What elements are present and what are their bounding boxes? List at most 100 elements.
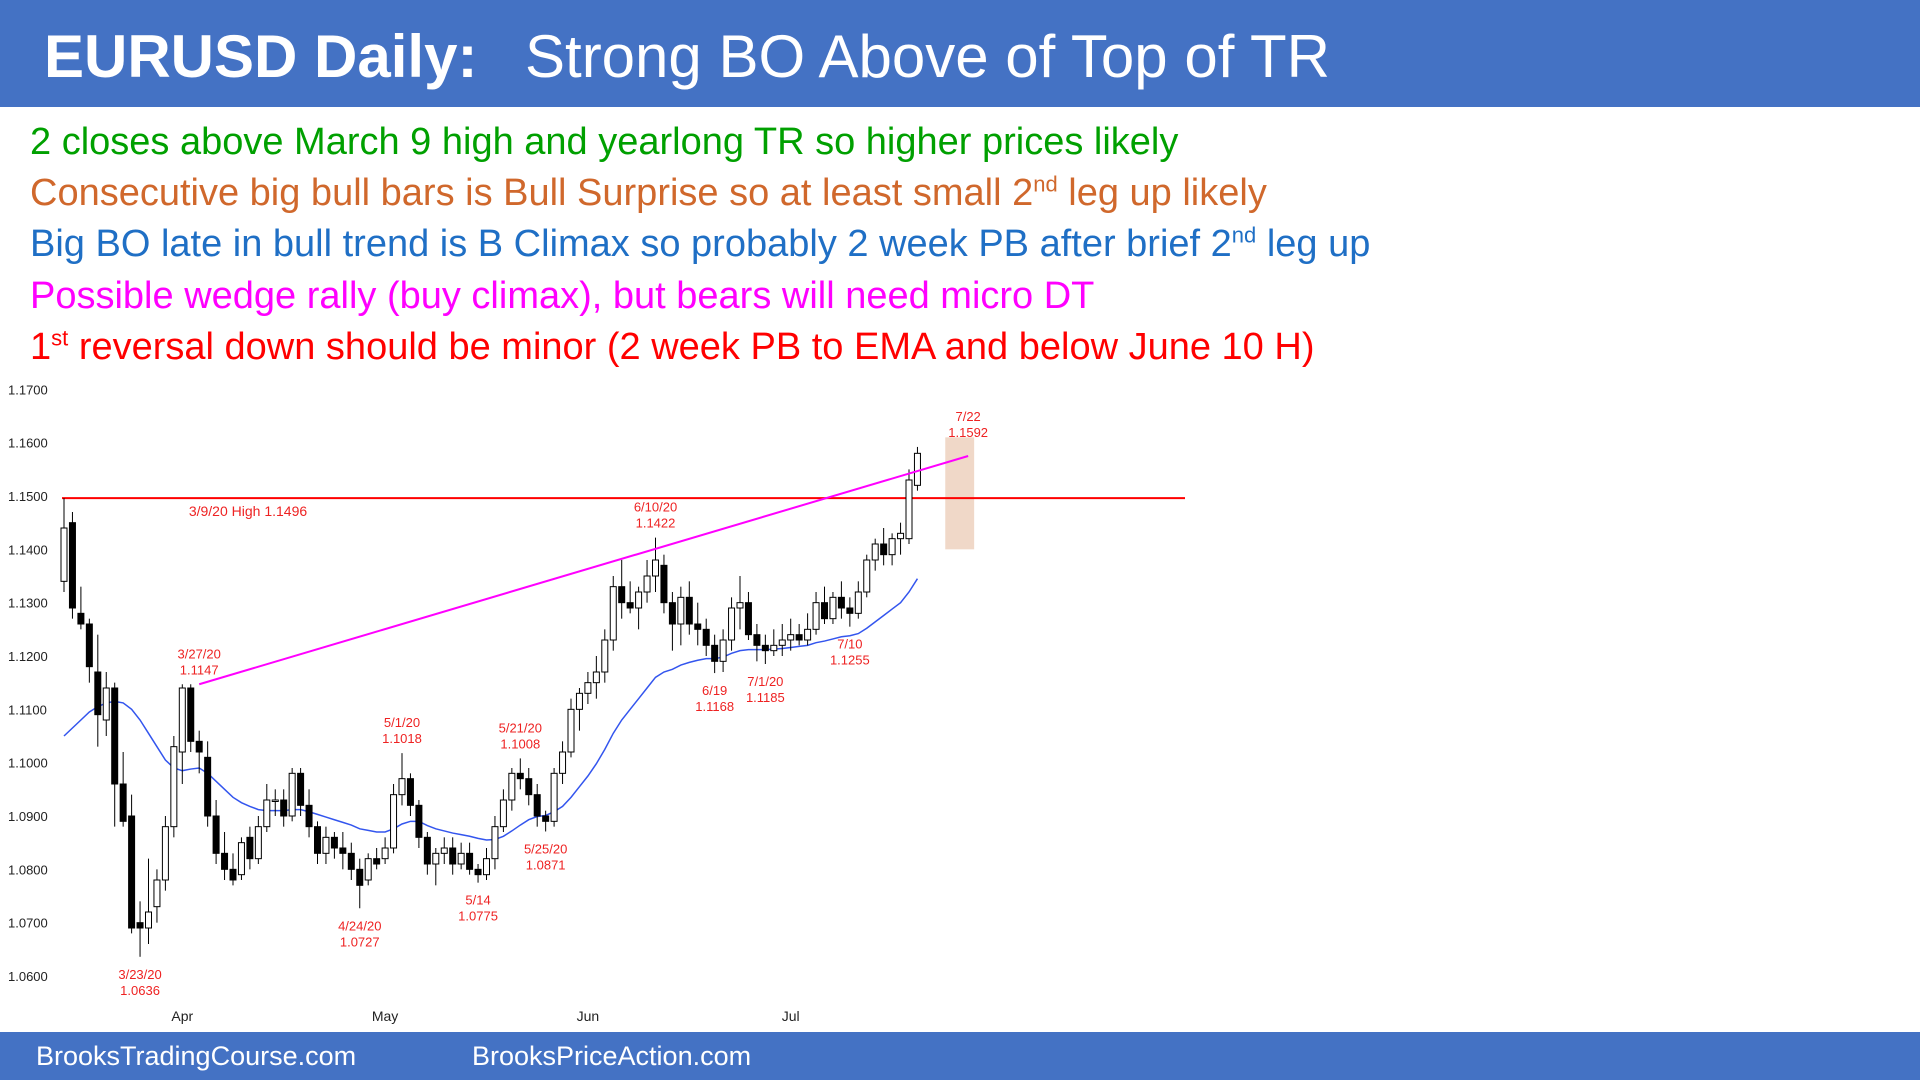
bear-candle [694, 623, 702, 630]
y-tick-label: 1.1400 [8, 542, 48, 557]
bull-candle [601, 639, 609, 673]
footer-site-link-1[interactable]: BrooksTradingCourse.com [36, 1041, 357, 1071]
bull-candle [263, 799, 271, 828]
bull-candle [905, 479, 913, 540]
bear-candle [204, 756, 212, 817]
x-month-label: May [372, 1008, 398, 1024]
bear-candle [339, 847, 347, 854]
swing-point-label: 6/19 [702, 683, 727, 698]
bear-candle [77, 612, 85, 625]
commentary-line-5: 1st reversal down should be minor (2 wee… [30, 325, 1314, 369]
bear-candle [187, 687, 195, 742]
commentary-line-5-text-a: 1 [30, 326, 52, 368]
bull-candle [913, 452, 921, 486]
commentary-line-2-text-a: Consecutive big bull bars is Bull Surpri… [30, 172, 1034, 214]
bear-candle [533, 794, 541, 817]
bull-candle [854, 591, 862, 614]
swing-point-label: 3/27/20 [178, 646, 221, 661]
footer-bar: BrooksTradingCourse.com BrooksPriceActio… [0, 1032, 1920, 1080]
bear-candle [136, 922, 144, 929]
bull-candle [508, 772, 516, 801]
bear-candle [795, 634, 803, 641]
bear-candle [347, 852, 355, 870]
bear-candle [744, 602, 752, 636]
bull-candle [390, 794, 398, 849]
commentary-line-3-superscript: nd [1231, 222, 1257, 248]
bull-candle [584, 682, 592, 694]
bull-candle [288, 772, 296, 817]
title-bar: EURUSD Daily: Strong BO Above of Top of … [0, 0, 1920, 107]
bull-candle [483, 858, 490, 876]
swing-point-label: 6/10/20 [634, 500, 677, 515]
bull-candle [60, 527, 68, 582]
swing-point-label: 1.1592 [948, 425, 988, 440]
bear-candle [761, 644, 769, 652]
bull-candle [888, 538, 896, 556]
commentary-line-1-text: 2 closes above March 9 high and yearlong… [30, 121, 1179, 163]
swing-point-label: 5/1/20 [384, 715, 420, 730]
bear-candle [212, 815, 220, 854]
y-tick-label: 1.0700 [8, 916, 48, 931]
bear-candle [753, 634, 761, 646]
bull-candle [170, 746, 178, 828]
bull-candle [457, 852, 465, 865]
bear-candle [406, 778, 414, 806]
bull-candle [161, 826, 169, 881]
title-symbol: EURUSD Daily: [44, 23, 478, 90]
march9-high-label: 3/9/20 High 1.1496 [189, 503, 308, 519]
y-tick-label: 1.1200 [8, 649, 48, 664]
bear-candle [246, 836, 254, 860]
bull-candle [102, 687, 110, 721]
swing-point-label: 1.1008 [500, 736, 540, 751]
bull-candle [440, 847, 448, 854]
commentary-line-1: 2 closes above March 9 high and yearlong… [30, 120, 1178, 164]
bull-candle [432, 852, 440, 865]
bull-candle [728, 607, 736, 641]
bear-candle [846, 607, 854, 614]
x-month-label: Jul [782, 1008, 800, 1024]
swing-point-label: 1.0636 [120, 983, 160, 998]
bull-candle [145, 911, 152, 929]
bull-candle [804, 628, 812, 641]
bull-candle [271, 799, 279, 802]
bull-candle [592, 671, 600, 684]
bull-candle [609, 586, 617, 641]
bull-candle [871, 543, 879, 561]
bear-candle [330, 836, 338, 849]
swing-point-label: 5/25/20 [524, 841, 567, 856]
bear-candle [280, 799, 288, 817]
y-tick-label: 1.1500 [8, 489, 48, 504]
swing-point-label: 7/22 [955, 409, 980, 424]
bear-candle [68, 522, 76, 609]
swing-point-label: 3/23/20 [118, 967, 161, 982]
y-tick-label: 1.1700 [8, 382, 48, 397]
bear-candle [423, 836, 431, 865]
footer-site-link-2[interactable]: BrooksPriceAction.com [472, 1041, 752, 1071]
candlestick-chart: 1.0600 1.0700 1.0800 1.0900 1.1000 1.1100 1.12… [8, 382, 1185, 1024]
bull-candle [398, 778, 406, 796]
swing-point-label: 1.1185 [746, 690, 785, 705]
commentary-line-3: Big BO late in bull trend is B Climax so… [30, 222, 1370, 266]
bear-candle [373, 858, 381, 865]
bull-candle [364, 858, 372, 881]
swing-point-label: 5/14 [465, 893, 490, 908]
swing-point-label: 1.1018 [382, 731, 422, 746]
bull-candle [322, 836, 330, 854]
bear-candle [128, 815, 136, 929]
commentary-line-3-text-b: leg up [1256, 223, 1371, 265]
bear-candle [660, 564, 668, 604]
bull-candle [550, 772, 558, 822]
bull-candle [736, 602, 744, 609]
swing-point-label: 7/1/20 [747, 674, 783, 689]
bear-candle [837, 596, 845, 609]
bear-candle [626, 602, 634, 609]
bear-candle [305, 804, 313, 828]
bear-candle [195, 740, 203, 753]
bull-candle [499, 799, 507, 828]
swing-point-label: 1.1147 [180, 662, 219, 677]
bear-candle [525, 778, 533, 796]
y-tick-label: 1.1600 [8, 436, 48, 451]
bear-candle [314, 826, 321, 854]
bull-candle [863, 559, 871, 593]
wedge-trendline [198, 455, 969, 686]
